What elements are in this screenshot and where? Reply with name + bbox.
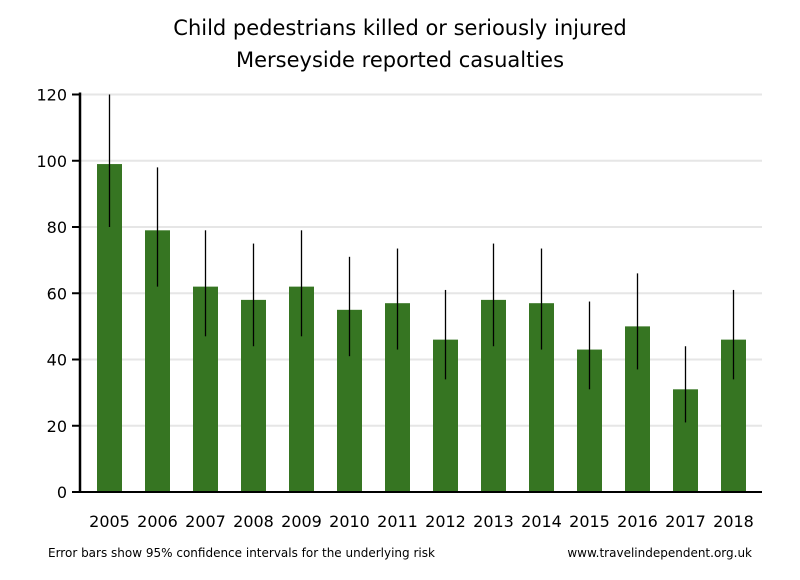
x-tick-label: 2013 (473, 512, 514, 531)
x-tick-label: 2018 (713, 512, 754, 531)
y-tick-label: 40 (47, 351, 67, 370)
x-tick-label: 2012 (425, 512, 466, 531)
x-tick-label: 2014 (521, 512, 562, 531)
x-tick-label: 2007 (185, 512, 226, 531)
y-tick-label: 80 (47, 218, 67, 237)
x-tick-label: 2017 (665, 512, 706, 531)
y-tick-label: 60 (47, 284, 67, 303)
footnote: Error bars show 95% confidence intervals… (48, 546, 435, 560)
x-tick-label: 2011 (377, 512, 418, 531)
x-tick-label: 2010 (329, 512, 370, 531)
chart-title: Child pedestrians killed or seriously in… (173, 16, 627, 40)
y-tick-label: 120 (36, 86, 67, 105)
x-tick-label: 2016 (617, 512, 658, 531)
source-link: www.travelindependent.org.uk (567, 546, 752, 560)
x-tick-label: 2005 (89, 512, 130, 531)
x-tick-label: 2006 (137, 512, 178, 531)
x-tick-label: 2015 (569, 512, 610, 531)
y-tick-label: 20 (47, 417, 67, 436)
y-tick-label: 100 (36, 152, 67, 171)
y-tick-label: 0 (57, 483, 67, 502)
chart-subtitle: Merseyside reported casualties (235, 48, 565, 72)
x-tick-label: 2009 (281, 512, 322, 531)
x-tick-label: 2008 (233, 512, 274, 531)
